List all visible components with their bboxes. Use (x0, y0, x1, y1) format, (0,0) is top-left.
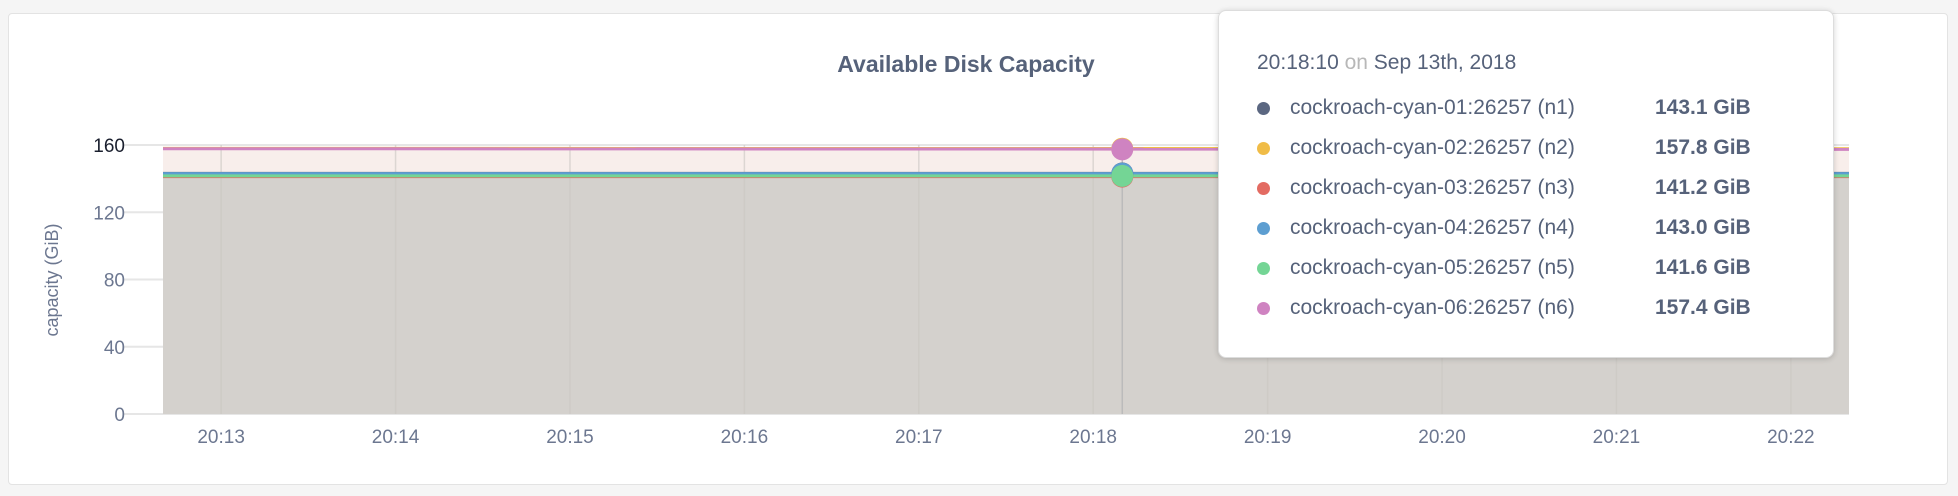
series-color-dot-icon (1257, 141, 1270, 155)
tooltip-time: 20:18:10 (1257, 51, 1339, 74)
tooltip-series-value: 141.2 GiB (1655, 176, 1751, 199)
x-tick-label: 20:13 (197, 427, 245, 448)
series-color-dot-icon (1257, 181, 1270, 195)
y-tick-label: 80 (104, 271, 125, 292)
tooltip-row: cockroach-cyan-04:26257 (n4) 143.0 GiB (1257, 213, 1751, 243)
tooltip-date: Sep 13th, 2018 (1373, 51, 1517, 74)
y-axis-label: capacity (GiB) (42, 223, 62, 336)
tooltip-on: on (1344, 51, 1368, 74)
hover-marker (1111, 138, 1134, 161)
tooltip-row: cockroach-cyan-05:26257 (n5) 141.6 GiB (1257, 253, 1751, 283)
tooltip-series-name: cockroach-cyan-01:26257 (n1) (1290, 96, 1575, 119)
x-tick-label: 20:17 (895, 427, 943, 448)
tooltip-series-name: cockroach-cyan-04:26257 (n4) (1290, 216, 1575, 239)
x-tick-label: 20:16 (721, 427, 769, 448)
tooltip-row: cockroach-cyan-03:26257 (n3) 141.2 GiB (1257, 173, 1751, 203)
hover-tooltip: 20:18:10 on Sep 13th, 2018 cockroach-cya… (1218, 10, 1834, 358)
tooltip-header: 20:18:10 on Sep 13th, 2018 (1257, 51, 1516, 75)
chart-title: Available Disk Capacity (837, 51, 1095, 77)
x-tick-label: 20:18 (1069, 427, 1117, 448)
series-color-dot-icon (1257, 261, 1270, 275)
tooltip-series-value: 143.1 GiB (1655, 96, 1751, 119)
tooltip-row: cockroach-cyan-06:26257 (n6) 157.4 GiB (1257, 293, 1751, 323)
tooltip-series-value: 143.0 GiB (1655, 216, 1751, 239)
tooltip-series-value: 141.6 GiB (1655, 256, 1751, 279)
series-color-dot-icon (1257, 101, 1270, 115)
tooltip-row: cockroach-cyan-02:26257 (n2) 157.8 GiB (1257, 133, 1751, 163)
y-tick-label: 0 (114, 405, 125, 426)
tooltip-series-value: 157.8 GiB (1655, 136, 1751, 159)
y-tick-label: 160 (93, 136, 125, 157)
series-color-dot-icon (1257, 221, 1270, 235)
x-tick-label: 20:15 (546, 427, 594, 448)
x-tick-label: 20:20 (1418, 427, 1466, 448)
tooltip-series-name: cockroach-cyan-03:26257 (n3) (1290, 176, 1575, 199)
tooltip-row: cockroach-cyan-01:26257 (n1) 143.1 GiB (1257, 93, 1751, 123)
hover-marker (1111, 164, 1134, 187)
series-color-dot-icon (1257, 301, 1270, 315)
y-tick-label: 40 (104, 338, 125, 359)
x-tick-label: 20:19 (1244, 427, 1292, 448)
x-tick-label: 20:14 (372, 427, 420, 448)
x-tick-label: 20:21 (1593, 427, 1641, 448)
y-tick-label: 120 (93, 203, 125, 224)
tooltip-series-name: cockroach-cyan-05:26257 (n5) (1290, 256, 1575, 279)
tooltip-series-name: cockroach-cyan-02:26257 (n2) (1290, 136, 1575, 159)
x-tick-label: 20:22 (1767, 427, 1815, 448)
tooltip-series-name: cockroach-cyan-06:26257 (n6) (1290, 296, 1575, 319)
tooltip-series-value: 157.4 GiB (1655, 296, 1751, 319)
